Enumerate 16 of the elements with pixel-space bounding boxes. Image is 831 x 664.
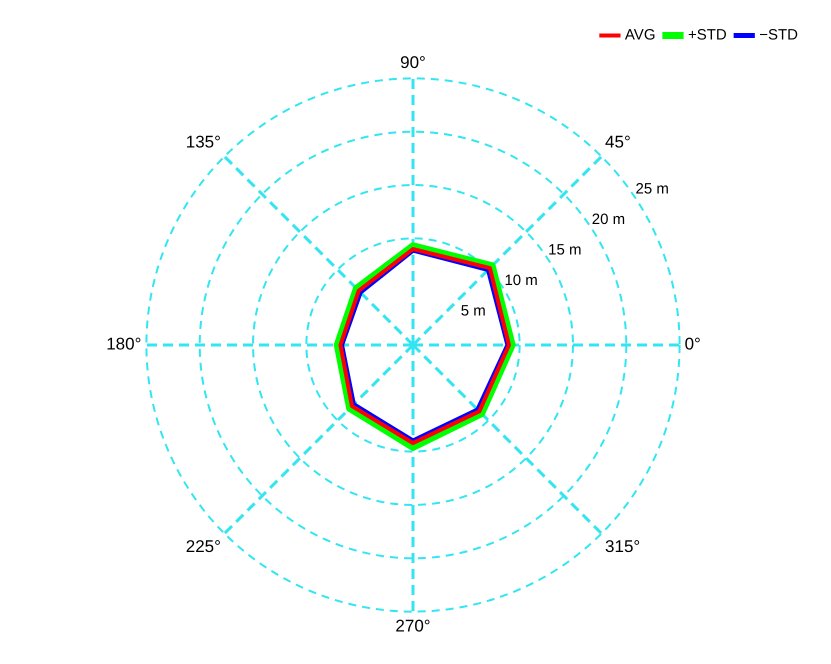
spoke-label: 0° <box>684 334 701 354</box>
spoke-label: 225° <box>186 536 221 556</box>
spoke-label: 135° <box>186 132 221 152</box>
spoke-label: 270° <box>395 616 431 636</box>
legend-label: AVG <box>624 26 656 44</box>
spoke-label: 315° <box>605 536 640 556</box>
y-tick-label: 5 m <box>460 302 486 320</box>
y-tick-label: 15 m <box>548 242 582 259</box>
spoke-label: 180° <box>106 334 142 354</box>
spoke-label: 90° <box>400 52 426 72</box>
y-tick-label: 25 m <box>635 180 669 198</box>
y-tick-label: 20 m <box>592 210 626 228</box>
legend-label: −STD <box>759 26 798 44</box>
spoke-label: 45° <box>605 132 631 152</box>
legend-label: +STD <box>688 26 727 44</box>
y-tick-label: 10 m <box>504 272 538 290</box>
